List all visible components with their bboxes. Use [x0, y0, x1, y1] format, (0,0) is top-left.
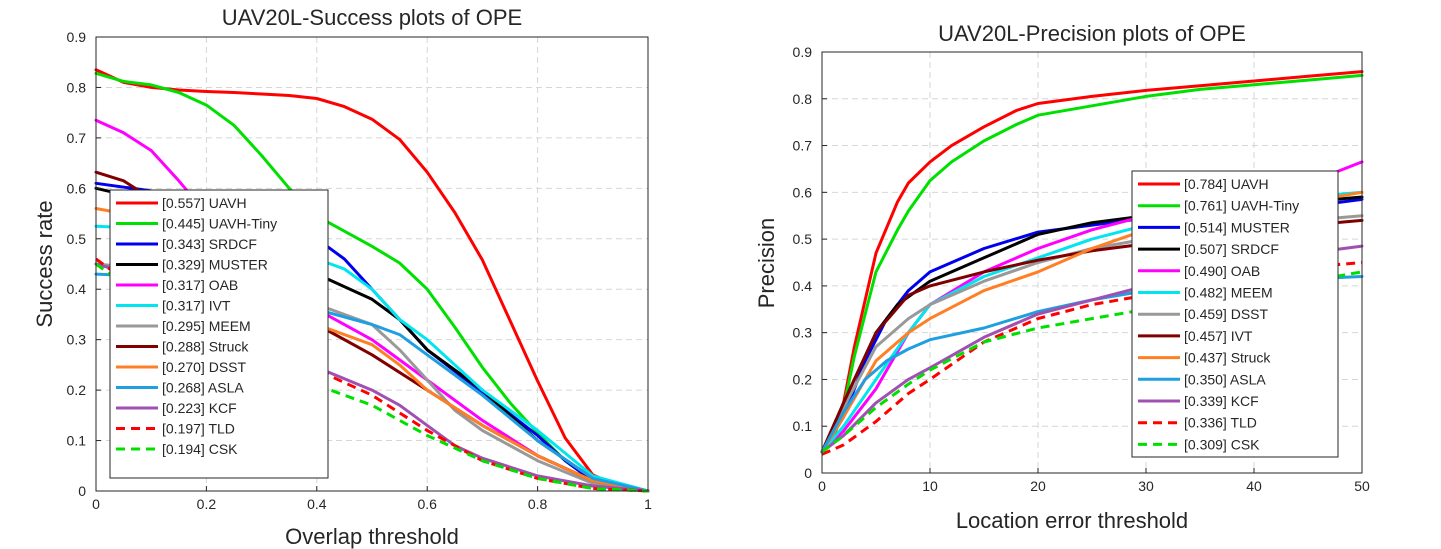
success-plot-ytick-label: 0.3: [67, 332, 87, 348]
success-plot-ytick-label: 0.2: [67, 382, 87, 398]
success-plot-legend-label: [0.270] DSST: [162, 359, 246, 375]
success-plot-ytick-label: 0.9: [67, 29, 87, 45]
precision-plot-xtick-label: 20: [1030, 478, 1046, 494]
success-plot-legend-label: [0.288] Struck: [162, 339, 249, 355]
precision-plot-legend-label: [0.457] IVT: [1184, 328, 1253, 344]
success-plot-legend-label: [0.445] UAVH-Tiny: [162, 216, 277, 232]
success-plot-ylabel: Success rate: [32, 200, 57, 327]
precision-plot-ytick-label: 0.4: [793, 278, 813, 294]
precision-plot-xlabel: Location error threshold: [956, 508, 1188, 533]
precision-plot-ticks: 0 10 20 30 40 50 0 0.1 0.2 0.3 0.4 0.5 0.6 0.7 0.8 0.9: [793, 44, 1370, 494]
precision-plot-frame: [821, 51, 1363, 474]
success-plot-legend-label: [0.197] TLD: [162, 421, 235, 437]
precision-plot-title: UAV20L-Precision plots of OPE: [938, 21, 1246, 46]
precision-plot-legend-label: [0.514] MUSTER: [1184, 219, 1290, 235]
precision-plot-xtick-label: 40: [1246, 478, 1262, 494]
precision-plot-series-uavh: [820, 70, 1364, 454]
precision-plot-legend-label: [0.350] ASLA: [1184, 371, 1266, 387]
precision-plot-ytick-label: 0.5: [793, 231, 813, 247]
precision-plot-series-tld: [821, 261, 1363, 456]
success-plot-xtick-label: 1: [644, 496, 652, 512]
success-plot-ytick-label: 0.7: [67, 130, 87, 146]
precision-plot-ytick-label: 0: [804, 465, 812, 481]
precision-plot-legend-label: [0.336] TLD: [1184, 415, 1257, 431]
precision-plot-ytick-label: 0.6: [793, 184, 813, 200]
precision-plot-xtick-label: 10: [922, 478, 938, 494]
success-plot-xtick-label: 0.4: [307, 496, 327, 512]
success-plot-ytick-label: 0: [78, 483, 86, 499]
precision-plot-xtick-label: 30: [1138, 478, 1154, 494]
success-plot-xlabel: Overlap threshold: [285, 524, 459, 549]
success-plot-legend-label: [0.329] MUSTER: [162, 257, 268, 273]
precision-plot-legend-label: [0.507] SRDCF: [1184, 241, 1279, 257]
success-plot-ytick-label: 0.6: [67, 180, 87, 196]
success-plot-legend-label: [0.317] OAB: [162, 277, 238, 293]
precision-plot-xtick-label: 0: [818, 478, 826, 494]
success-plot-frame: [95, 36, 649, 492]
success-plot-legend-label: [0.194] CSK: [162, 441, 238, 457]
precision-plot-legend-label: [0.784] UAVH: [1184, 176, 1269, 192]
precision-plot-legend-label: [0.459] DSST: [1184, 306, 1268, 322]
precision-plot-legend-label: [0.339] KCF: [1184, 393, 1259, 409]
precision-plot: UAV20L-Precision plots of OPE Location e…: [754, 21, 1370, 533]
success-plot-xtick-label: 0.2: [197, 496, 217, 512]
success-plot-xtick-label: 0.6: [417, 496, 437, 512]
precision-plot-legend-label: [0.482] MEEM: [1184, 285, 1273, 301]
success-plot-ytick-label: 0.4: [67, 281, 87, 297]
success-plot-ytick-label: 0.5: [67, 231, 87, 247]
precision-plot-legend-label: [0.437] Struck: [1184, 350, 1271, 366]
success-plot: UAV20L-Success plots of OPE Overlap thre…: [32, 5, 652, 549]
precision-plot-ytick-label: 0.7: [793, 138, 813, 154]
precision-plot-ytick-label: 0.1: [793, 418, 813, 434]
success-plot-xtick-label: 0.8: [528, 496, 548, 512]
success-plot-legend-label: [0.343] SRDCF: [162, 236, 257, 252]
precision-plot-legend-label: [0.490] OAB: [1184, 263, 1260, 279]
success-plot-legend-label: [0.317] IVT: [162, 298, 231, 314]
precision-plot-ytick-label: 0.8: [793, 91, 813, 107]
success-plot-legend: [0.557] UAVH [0.445] UAVH-Tiny [0.343] SRD…: [109, 189, 329, 479]
success-plot-legend-label: [0.295] MEEM: [162, 318, 251, 334]
success-plot-ticks: 0 0.2 0.4 0.6 0.8 1 0 0.1 0.2 0.3 0.4 0.5 0.6 0.7 0.8 0…: [67, 29, 653, 512]
precision-plot-legend-label: [0.309] CSK: [1184, 436, 1260, 452]
success-plot-legend-label: [0.223] KCF: [162, 400, 237, 416]
precision-plot-legend: [0.784] UAVH [0.761] UAVH-Tiny [0.514] MUS…: [1131, 170, 1339, 458]
precision-plot-ytick-label: 0.3: [793, 325, 813, 341]
success-plot-ytick-label: 0.8: [67, 79, 87, 95]
precision-plot-series-uavh-tiny: [820, 73, 1364, 454]
success-plot-legend-label: [0.557] UAVH: [162, 195, 247, 211]
success-plot-legend-label: [0.268] ASLA: [162, 380, 244, 396]
success-plot-xtick-label: 0: [92, 496, 100, 512]
success-plot-title: UAV20L-Success plots of OPE: [222, 5, 522, 30]
precision-plot-ytick-label: 0.9: [793, 44, 813, 60]
precision-plot-legend-label: [0.761] UAVH-Tiny: [1184, 198, 1299, 214]
success-plot-ytick-label: 0.1: [67, 433, 87, 449]
precision-plot-ylabel: Precision: [754, 218, 779, 308]
success-plot-series-uavh: [94, 68, 650, 493]
precision-plot-xtick-label: 50: [1354, 478, 1370, 494]
precision-plot-ytick-label: 0.2: [793, 371, 813, 387]
